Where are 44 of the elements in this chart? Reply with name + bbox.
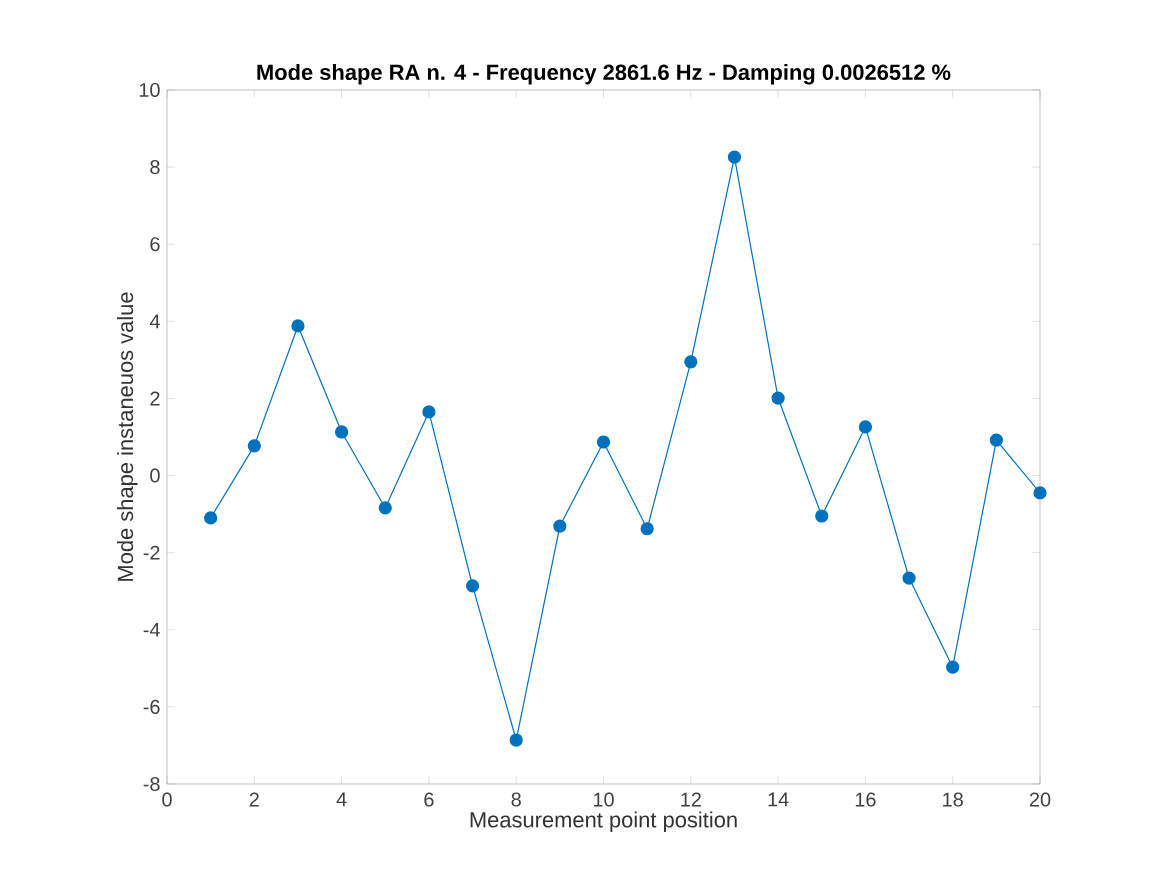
x-tick-label: 4 <box>336 792 347 807</box>
y-axis-title: Mode shape instaneuos value <box>117 292 138 581</box>
y-tick-label: 4 <box>149 314 160 329</box>
x-axis-title: Measurement point position <box>470 811 737 832</box>
point <box>989 433 1003 447</box>
point <box>815 509 829 523</box>
point <box>946 660 960 674</box>
point <box>684 355 698 369</box>
point <box>771 391 785 405</box>
x-tick-label: 18 <box>943 792 963 807</box>
y-tick-label: 10 <box>139 82 160 98</box>
point <box>204 511 218 525</box>
point <box>640 522 654 536</box>
point <box>465 579 480 593</box>
point <box>1033 486 1047 500</box>
point <box>291 319 305 333</box>
x-tick-label: 20 <box>1029 792 1051 807</box>
x-tick-label: 6 <box>424 792 434 807</box>
x-tick-label: 10 <box>593 792 614 807</box>
point <box>727 150 742 164</box>
y-tick-label: -4 <box>143 622 160 637</box>
point <box>378 501 392 515</box>
point <box>596 435 611 449</box>
x-tick-label: 14 <box>768 792 789 807</box>
point <box>422 405 436 419</box>
y-tick-label: -2 <box>143 545 160 560</box>
point <box>902 571 916 585</box>
point <box>247 439 261 453</box>
x-tick-label: 2 <box>249 792 259 807</box>
y-tick-label: 6 <box>150 237 160 252</box>
y-tick-label: 2 <box>150 391 160 406</box>
point <box>553 519 567 533</box>
x-tick-label: 16 <box>855 792 876 807</box>
y-tick-label: 0 <box>150 468 160 483</box>
point <box>509 733 523 747</box>
y-tick-label: -6 <box>143 699 160 714</box>
point <box>335 425 349 439</box>
x-tick-label: 8 <box>511 792 521 807</box>
point <box>858 420 873 434</box>
y-tick-label: -8 <box>143 776 160 792</box>
x-tick-label: 0 <box>162 792 172 807</box>
chart-title: Mode shape RA n. 4 - Frequency 2861.6 Hz - Damping 0.0026512 % <box>257 63 951 85</box>
x-tick-label: 12 <box>681 792 701 807</box>
y-tick-label: 8 <box>150 160 160 175</box>
